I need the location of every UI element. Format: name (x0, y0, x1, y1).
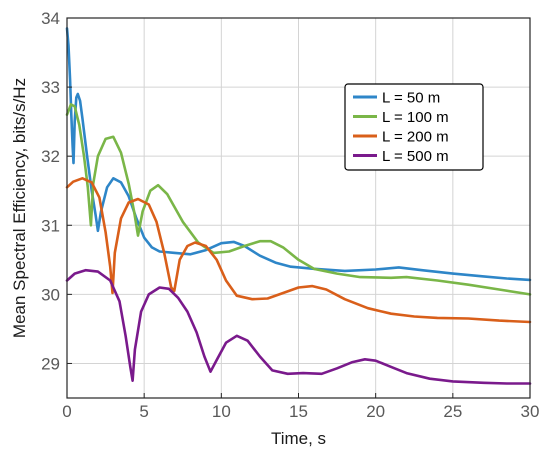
x-tick-label: 25 (443, 402, 462, 421)
x-tick-label: 5 (139, 402, 148, 421)
tick-labels: 0 5 10 15 20 25 30 29 30 31 32 33 34 (41, 9, 539, 421)
y-tick-label: 29 (41, 354, 60, 373)
legend-box (344, 83, 484, 171)
series-lines (65, 27, 532, 385)
series-line-3 (65, 177, 532, 324)
legend-label: L = 200 m (382, 129, 449, 146)
y-tick-label: 32 (41, 147, 60, 166)
legend-label: L = 500 m (382, 148, 449, 165)
legend: L = 50 m L = 100 m L = 200 m L = 500 m (344, 83, 484, 171)
x-axis-label: Time, s (271, 429, 326, 448)
series-line-4 (65, 268, 532, 385)
y-axis-label: Mean Spectral Efficiency, bits/s/Hz (10, 78, 29, 338)
y-tick-label: 33 (41, 78, 60, 97)
x-tick-label: 30 (521, 402, 540, 421)
y-tick-label: 31 (41, 216, 60, 235)
series-line-2 (65, 103, 532, 296)
y-tick-label: 34 (41, 9, 60, 28)
x-tick-label: 10 (212, 402, 231, 421)
y-tick-label: 30 (41, 285, 60, 304)
legend-label: L = 100 m (382, 109, 449, 126)
x-tick-label: 15 (289, 402, 308, 421)
x-tick-label: 20 (366, 402, 385, 421)
legend-label: L = 50 m (382, 90, 440, 107)
x-tick-label: 0 (62, 402, 71, 421)
